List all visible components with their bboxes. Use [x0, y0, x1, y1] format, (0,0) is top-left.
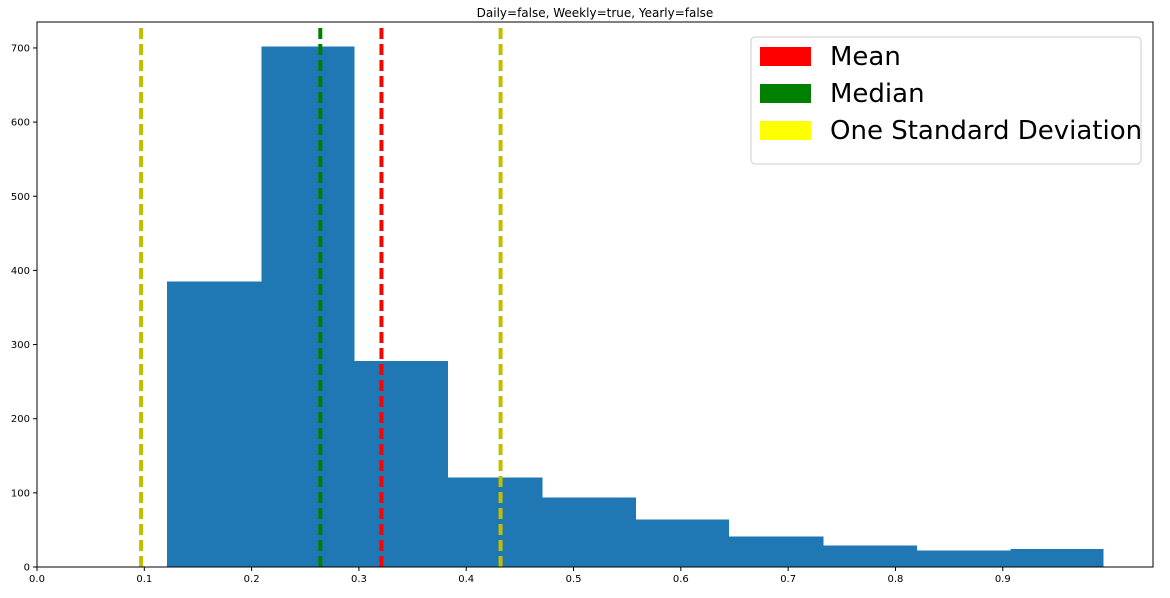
legend-label: Median	[830, 79, 925, 109]
y-tick-label: 500	[11, 192, 30, 203]
legend-swatch	[760, 47, 811, 66]
histogram-bar-7	[729, 536, 824, 567]
y-tick-label: 700	[11, 43, 30, 54]
x-tick-label: 0.1	[136, 574, 152, 585]
legend-swatch	[760, 84, 811, 103]
chart-title: Daily=false, Weekly=true, Yearly=false	[477, 6, 714, 20]
y-tick-label: 0	[24, 563, 30, 574]
y-tick-label: 400	[11, 266, 30, 277]
histogram-bar-9	[916, 550, 1011, 567]
x-tick-label: 0.8	[888, 574, 904, 585]
histogram-bar-3	[354, 360, 448, 567]
histogram-bar-4	[447, 477, 543, 567]
histogram-bar-1	[166, 281, 262, 567]
x-axis: 0.0 0.1 0.2 0.3 0.4 0.5 0.6 0.7 0.8 0.9	[29, 567, 1011, 585]
y-axis: 0 100 200 300 400 500 600 700	[11, 43, 37, 574]
histogram-bar-2	[261, 46, 355, 568]
legend-label: One Standard Deviation	[830, 116, 1142, 146]
histogram-bar-8	[823, 545, 917, 567]
plot-frame	[36, 21, 1154, 568]
x-tick-label: 0.4	[458, 574, 474, 585]
y-tick-label: 600	[11, 118, 30, 129]
x-tick-label: 0.0	[29, 574, 45, 585]
legend-label: Mean	[830, 42, 901, 72]
legend-box	[750, 36, 1142, 165]
x-tick-label: 0.9	[995, 574, 1011, 585]
bars-group	[166, 46, 1104, 568]
y-tick-label: 200	[11, 414, 30, 425]
x-tick-label: 0.3	[351, 574, 367, 585]
histogram-bar-6	[635, 519, 730, 567]
x-tick-label: 0.5	[566, 574, 582, 585]
histogram-bar-5	[542, 497, 636, 567]
reference-lines-group	[139, 28, 503, 567]
y-tick-label: 300	[11, 340, 30, 351]
x-tick-label: 0.2	[244, 574, 260, 585]
x-tick-label: 0.7	[780, 574, 796, 585]
legend: Mean Median One Standard Deviation	[750, 36, 1142, 165]
x-tick-label: 0.6	[673, 574, 689, 585]
histogram-bar-10	[1010, 549, 1104, 567]
legend-swatch	[760, 121, 811, 140]
y-tick-label: 100	[11, 488, 30, 499]
